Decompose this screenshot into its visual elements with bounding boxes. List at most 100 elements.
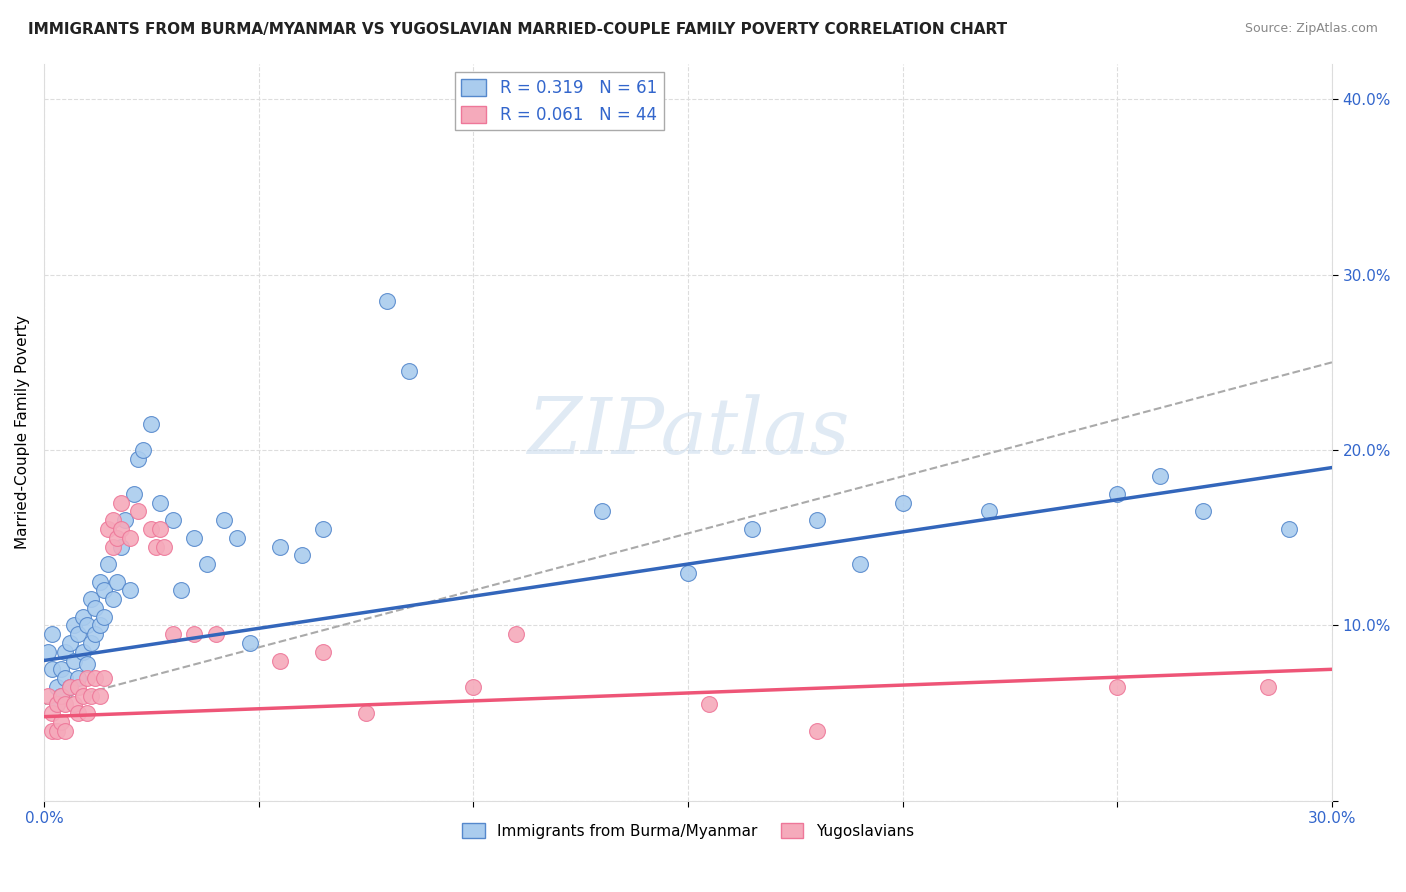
Point <box>141 417 163 431</box>
Point <box>49 689 72 703</box>
Point <box>806 723 828 738</box>
Point <box>93 671 115 685</box>
Point <box>76 671 98 685</box>
Point <box>59 680 82 694</box>
Point <box>463 680 485 694</box>
Point <box>53 698 76 712</box>
Point <box>53 671 76 685</box>
Point <box>269 654 291 668</box>
Point <box>93 583 115 598</box>
Point <box>110 496 132 510</box>
Point <box>226 531 249 545</box>
Point <box>84 627 107 641</box>
Point <box>127 451 149 466</box>
Point <box>195 557 218 571</box>
Point <box>122 487 145 501</box>
Point <box>398 364 420 378</box>
Point <box>101 540 124 554</box>
Point <box>97 522 120 536</box>
Point <box>49 662 72 676</box>
Point <box>312 522 335 536</box>
Point <box>1107 487 1129 501</box>
Point <box>149 496 172 510</box>
Point <box>377 293 399 308</box>
Point <box>37 645 59 659</box>
Point <box>67 706 90 721</box>
Point <box>269 540 291 554</box>
Point <box>101 513 124 527</box>
Text: IMMIGRANTS FROM BURMA/MYANMAR VS YUGOSLAVIAN MARRIED-COUPLE FAMILY POVERTY CORRE: IMMIGRANTS FROM BURMA/MYANMAR VS YUGOSLA… <box>28 22 1007 37</box>
Point <box>80 636 103 650</box>
Point <box>72 645 94 659</box>
Point <box>127 504 149 518</box>
Point <box>97 557 120 571</box>
Point <box>1257 680 1279 694</box>
Point <box>59 680 82 694</box>
Point <box>67 680 90 694</box>
Point <box>49 689 72 703</box>
Point <box>41 706 63 721</box>
Point <box>239 636 262 650</box>
Point <box>49 714 72 729</box>
Point <box>37 689 59 703</box>
Point <box>204 627 226 641</box>
Point <box>93 609 115 624</box>
Point <box>59 636 82 650</box>
Point <box>149 522 172 536</box>
Y-axis label: Married-Couple Family Poverty: Married-Couple Family Poverty <box>15 316 30 549</box>
Point <box>76 657 98 671</box>
Point <box>312 645 335 659</box>
Point <box>891 496 914 510</box>
Point <box>114 513 136 527</box>
Point <box>110 522 132 536</box>
Point <box>110 540 132 554</box>
Point <box>591 504 613 518</box>
Point <box>162 627 184 641</box>
Point <box>741 522 763 536</box>
Point <box>131 442 153 457</box>
Point <box>80 592 103 607</box>
Point <box>67 627 90 641</box>
Point <box>41 662 63 676</box>
Point <box>1107 680 1129 694</box>
Point <box>212 513 235 527</box>
Point <box>84 601 107 615</box>
Legend: Immigrants from Burma/Myanmar, Yugoslavians: Immigrants from Burma/Myanmar, Yugoslavi… <box>456 816 920 845</box>
Point <box>848 557 870 571</box>
Point <box>145 540 167 554</box>
Point <box>41 627 63 641</box>
Point <box>505 627 527 641</box>
Point <box>141 522 163 536</box>
Point <box>89 574 111 589</box>
Point <box>153 540 176 554</box>
Point <box>63 618 86 632</box>
Point <box>76 706 98 721</box>
Point <box>80 689 103 703</box>
Point <box>53 645 76 659</box>
Point <box>170 583 193 598</box>
Point <box>45 680 67 694</box>
Point <box>45 698 67 712</box>
Point <box>977 504 1000 518</box>
Point <box>183 531 205 545</box>
Point <box>84 671 107 685</box>
Point <box>162 513 184 527</box>
Point <box>1149 469 1171 483</box>
Point <box>676 566 699 580</box>
Point <box>105 574 128 589</box>
Point <box>354 706 377 721</box>
Point <box>45 723 67 738</box>
Point <box>699 698 721 712</box>
Point <box>45 698 67 712</box>
Text: ZIPatlas: ZIPatlas <box>527 394 849 471</box>
Point <box>290 549 312 563</box>
Point <box>89 689 111 703</box>
Point <box>1278 522 1301 536</box>
Point <box>118 531 141 545</box>
Point <box>63 654 86 668</box>
Text: Source: ZipAtlas.com: Source: ZipAtlas.com <box>1244 22 1378 36</box>
Point <box>1192 504 1215 518</box>
Point <box>41 723 63 738</box>
Point <box>806 513 828 527</box>
Point <box>67 671 90 685</box>
